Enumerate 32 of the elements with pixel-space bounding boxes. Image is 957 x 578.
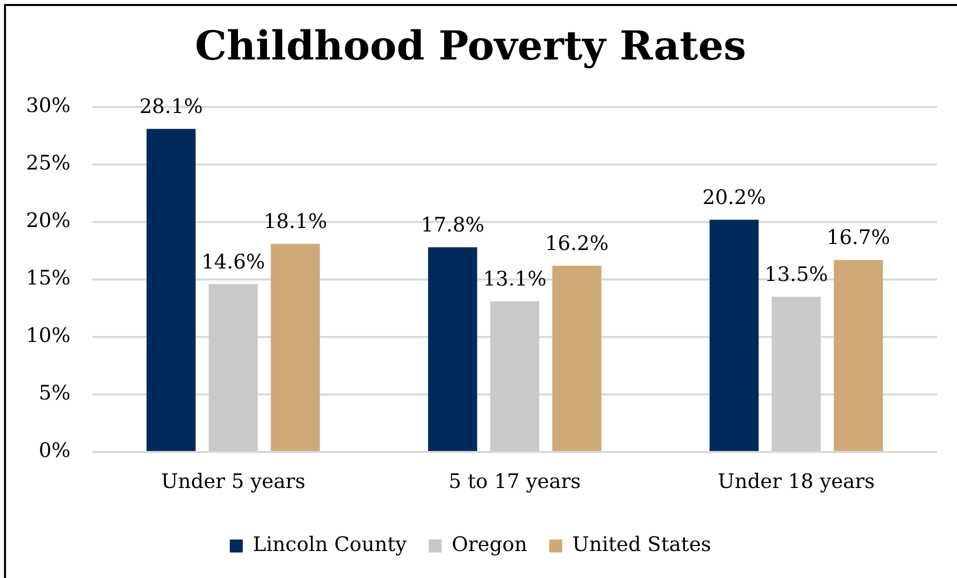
data-label: 16.2% bbox=[545, 230, 609, 255]
bar bbox=[428, 247, 478, 451]
data-label: 28.1% bbox=[139, 94, 203, 118]
legend-label: Oregon bbox=[452, 532, 528, 556]
y-tick-label: 0% bbox=[38, 438, 70, 462]
bar bbox=[270, 244, 320, 451]
legend-label: United States bbox=[572, 532, 712, 556]
data-label: 17.8% bbox=[420, 212, 484, 237]
bar bbox=[710, 220, 759, 451]
bar bbox=[490, 301, 540, 451]
legend-label: Lincoln County bbox=[252, 532, 408, 556]
bar bbox=[146, 128, 196, 451]
x-tick-label: 5 to 17 years bbox=[448, 469, 581, 494]
data-label: 13.5% bbox=[764, 262, 828, 286]
data-label: 18.1% bbox=[264, 209, 328, 234]
data-label: 16.7% bbox=[826, 225, 890, 250]
y-tick-label: 20% bbox=[26, 208, 70, 232]
y-tick-label: 10% bbox=[26, 323, 70, 348]
data-label: 20.2% bbox=[702, 184, 766, 209]
bar bbox=[772, 296, 821, 451]
y-tick-label: 5% bbox=[38, 380, 70, 405]
y-tick-label: 25% bbox=[26, 150, 70, 175]
bar bbox=[208, 284, 258, 451]
chart-title: Childhood Poverty Rates bbox=[194, 22, 746, 70]
bar bbox=[552, 266, 602, 451]
y-tick-label: 15% bbox=[26, 266, 70, 290]
bar bbox=[834, 260, 883, 451]
y-tick-label: 30% bbox=[26, 93, 70, 118]
x-tick-label: Under 5 years bbox=[161, 469, 306, 494]
data-label: 13.1% bbox=[482, 266, 546, 291]
data-label: 14.6% bbox=[201, 249, 265, 274]
x-tick-label: Under 18 years bbox=[718, 469, 875, 494]
